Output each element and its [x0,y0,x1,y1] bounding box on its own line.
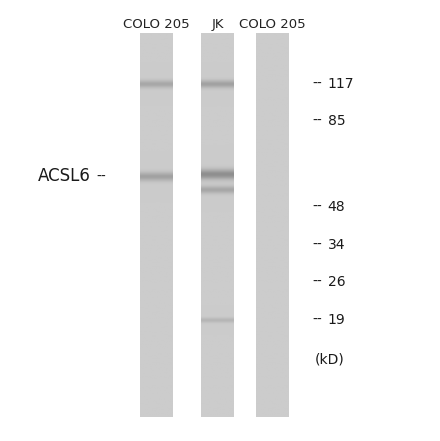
Text: 26: 26 [328,275,345,289]
Text: 117: 117 [328,77,354,91]
Text: 48: 48 [328,200,345,214]
Text: --: -- [312,275,322,289]
Text: --: -- [312,77,322,91]
Text: 19: 19 [328,313,345,327]
Text: 85: 85 [328,114,345,128]
Text: JK: JK [212,18,224,31]
Text: (kD): (kD) [315,352,345,366]
Text: ACSL6: ACSL6 [37,168,90,185]
Text: --: -- [312,313,322,327]
Text: 34: 34 [328,238,345,252]
Text: --: -- [312,114,322,128]
Text: --: -- [312,238,322,252]
Text: --: -- [97,169,106,183]
Text: COLO 205: COLO 205 [239,18,306,31]
Text: COLO 205: COLO 205 [123,18,190,31]
Text: --: -- [312,200,322,214]
